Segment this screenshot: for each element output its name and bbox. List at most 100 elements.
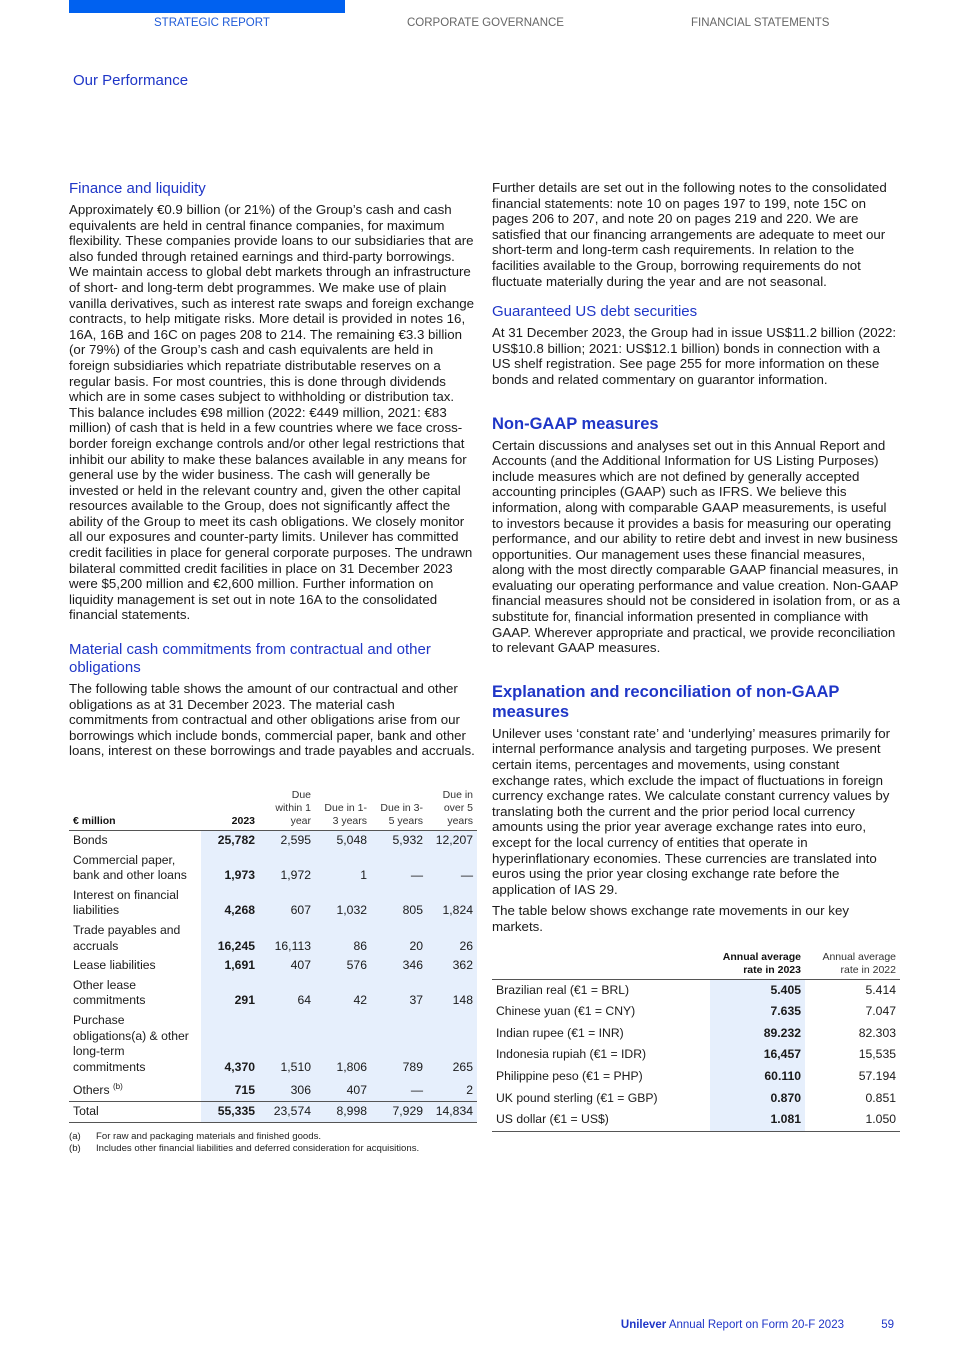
- nav-corporate-governance[interactable]: CORPORATE GOVERNANCE: [407, 17, 564, 29]
- cell-value: 1,510: [259, 1010, 315, 1078]
- rate-value: 7.047: [865, 1004, 897, 1019]
- heading-material-cash: Material cash commitments from contractu…: [69, 641, 431, 677]
- table-row: Lease liabilities 1,691 407 576 346 362: [69, 956, 477, 976]
- cell-value: 346: [371, 956, 427, 976]
- rate-value: 0.870: [710, 1087, 805, 1110]
- cell-value: 20: [371, 920, 427, 957]
- footer-brand: Unilever: [620, 1319, 667, 1331]
- table-row: Philippine peso (€1 = PHP) 60.110 57.194: [492, 1065, 900, 1088]
- cell-value: 42: [315, 975, 371, 1011]
- table-row: Interest on financial liabilities 4,268 60…: [69, 885, 477, 921]
- nav-strategic-report[interactable]: STRATEGIC REPORT: [154, 17, 270, 29]
- cell-value: 306: [259, 1077, 315, 1102]
- cell-value: 2: [427, 1077, 477, 1102]
- rate-value: 7.635: [710, 1001, 805, 1023]
- table-row: Commercial paper, bank and other loans 1,…: [69, 850, 477, 886]
- cell-value: —: [371, 850, 427, 886]
- paragraph-material-cash: The following table shows the amount of …: [69, 681, 475, 759]
- table-header-row: Annual average rate in 2023 Annual avera…: [492, 948, 900, 980]
- heading-non-gaap: Non-GAAP measures: [492, 414, 659, 433]
- cell-value: —: [371, 1077, 427, 1102]
- cell-value: 4,370: [201, 1010, 259, 1078]
- right-column: Further details are set out in the follo…: [492, 180, 900, 1132]
- cell-value: 805: [371, 885, 427, 921]
- table-total-row: Total 55,335 23,574 8,998 7,929 14,834: [69, 1100, 477, 1123]
- row-label: Trade payables and accruals: [73, 922, 181, 953]
- table-row: Chinese yuan (€1 = CNY) 7.635 7.047: [492, 1001, 900, 1023]
- heading-finance-liquidity: Finance and liquidity: [69, 180, 206, 197]
- cell-value: 7,929: [371, 1100, 427, 1123]
- heading-guaranteed-us-debt: Guaranteed US debt securities: [492, 303, 698, 321]
- cell-value: 14,834: [427, 1100, 477, 1123]
- section-title: Our Performance: [73, 72, 189, 89]
- currency-label: Chinese yuan (€1 = CNY): [496, 1004, 636, 1019]
- col-header: [492, 948, 710, 980]
- row-label: Commercial paper, bank and other loans: [73, 852, 187, 883]
- cell-value: 148: [427, 975, 477, 1011]
- currency-label: US dollar (€1 = US$): [492, 1109, 710, 1132]
- cell-value: —: [427, 850, 477, 886]
- page-number: 59: [881, 1319, 894, 1331]
- cell-value: 1,806: [315, 1010, 371, 1078]
- cell-value: 16,113: [259, 920, 315, 957]
- row-label: Lease liabilities: [73, 958, 156, 973]
- cell-value: 576: [315, 956, 371, 976]
- col-header: 2023: [201, 787, 259, 831]
- col-header: Due within 1 year: [259, 787, 315, 831]
- table-row: Brazilian real (€1 = BRL) 5.405 5.414: [492, 979, 900, 1002]
- rate-value: 1.081: [710, 1109, 805, 1132]
- paragraph-table-intro: The table below shows exchange rate move…: [492, 903, 849, 934]
- cell-value: 12,207: [427, 830, 477, 851]
- cell-value: 25,782: [201, 830, 259, 851]
- cell-value: 55,335: [201, 1100, 259, 1123]
- cell-value: 2,595: [259, 830, 315, 851]
- currency-label: Indian rupee (€1 = INR): [496, 1025, 624, 1040]
- rate-value: 60.110: [710, 1065, 805, 1088]
- row-label-text: Others: [73, 1083, 110, 1098]
- rate-value: 5.414: [865, 982, 897, 997]
- table-row: Trade payables and accruals 16,245 16,113 8…: [69, 920, 477, 957]
- cell-value: 1,032: [315, 885, 371, 921]
- cell-value: 265: [427, 1010, 477, 1078]
- cell-value: 5,048: [315, 830, 371, 851]
- cell-value: 407: [315, 1077, 371, 1102]
- row-label: Other lease commitments: [73, 977, 146, 1008]
- rate-value: 5.405: [710, 979, 805, 1002]
- cell-value: 1,824: [427, 885, 477, 921]
- col-header: Due in over 5 years: [427, 787, 477, 831]
- obligations-table: € million 2023 Due within 1 year Due in …: [69, 787, 477, 1123]
- cell-value: 8,998: [315, 1100, 371, 1123]
- col-header: Due in 3-5 years: [371, 787, 427, 831]
- rate-value: 89.232: [710, 1022, 805, 1045]
- nav-financial-statements[interactable]: FINANCIAL STATEMENTS: [691, 17, 830, 29]
- cell-value: 26: [427, 920, 477, 957]
- currency-label: Brazilian real (€1 = BRL): [496, 982, 630, 997]
- table-header-row: € million 2023 Due within 1 year Due in …: [69, 787, 477, 831]
- row-label: Interest on financial liabilities: [73, 887, 179, 918]
- row-label: Purchase obligations(a) & other long-ter…: [73, 1012, 189, 1074]
- cell-value: 4,268: [201, 885, 259, 921]
- active-section-bar: [69, 0, 345, 13]
- table-row: UK pound sterling (€1 = GBP) 0.870 0.851: [492, 1087, 900, 1110]
- paragraph-explanation: Unilever uses ‘constant rate’ and ‘under…: [492, 725, 891, 897]
- currency-label: UK pound sterling (€1 = GBP): [496, 1090, 658, 1105]
- table-row: US dollar (€1 = US$) 1.081 1.050: [492, 1109, 900, 1132]
- table-row: Indian rupee (€1 = INR) 89.232 82.303: [492, 1022, 900, 1045]
- rate-value: 0.851: [865, 1090, 897, 1105]
- footnote: (a) For raw and packaging materials and f…: [69, 1130, 322, 1142]
- cell-value: 5,932: [371, 830, 427, 851]
- col-header: € million: [69, 787, 201, 831]
- rate-value: 57.194: [858, 1068, 896, 1083]
- row-label: Others (b): [69, 1077, 201, 1101]
- col-header: Annual average rate in 2022: [805, 948, 900, 980]
- rate-value: 1.050: [805, 1109, 900, 1132]
- currency-label: Indonesia rupiah (€1 = IDR): [496, 1047, 647, 1062]
- footnote: (b) Includes other financial liabilities …: [69, 1142, 420, 1154]
- cell-value: 86: [315, 920, 371, 957]
- cell-value: 1,691: [201, 956, 259, 976]
- col-header: Due in 1-3 years: [315, 787, 371, 831]
- cell-value: 1: [315, 850, 371, 886]
- cell-value: 37: [371, 975, 427, 1011]
- page-footer: Unilever Annual Report on Form 20-F 2023…: [621, 1319, 894, 1331]
- table-row: Indonesia rupiah (€1 = IDR) 16,457 15,535: [492, 1044, 900, 1066]
